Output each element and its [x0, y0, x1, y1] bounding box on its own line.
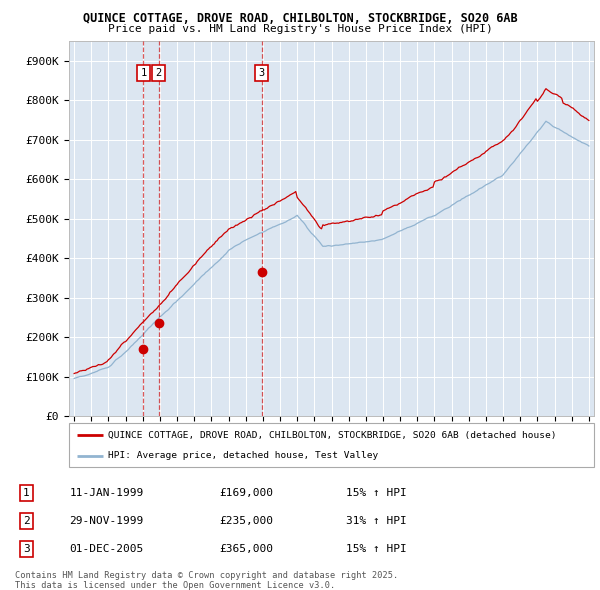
Text: 31% ↑ HPI: 31% ↑ HPI	[346, 516, 407, 526]
Text: Price paid vs. HM Land Registry's House Price Index (HPI): Price paid vs. HM Land Registry's House …	[107, 24, 493, 34]
Text: 3: 3	[259, 68, 265, 78]
Text: 3: 3	[23, 544, 30, 554]
Text: HPI: Average price, detached house, Test Valley: HPI: Average price, detached house, Test…	[109, 451, 379, 460]
Text: 1: 1	[23, 488, 30, 498]
Text: £235,000: £235,000	[220, 516, 274, 526]
Text: QUINCE COTTAGE, DROVE ROAD, CHILBOLTON, STOCKBRIDGE, SO20 6AB (detached house): QUINCE COTTAGE, DROVE ROAD, CHILBOLTON, …	[109, 431, 557, 440]
Text: £169,000: £169,000	[220, 488, 274, 498]
Text: £365,000: £365,000	[220, 544, 274, 554]
Text: QUINCE COTTAGE, DROVE ROAD, CHILBOLTON, STOCKBRIDGE, SO20 6AB: QUINCE COTTAGE, DROVE ROAD, CHILBOLTON, …	[83, 12, 517, 25]
Text: 15% ↑ HPI: 15% ↑ HPI	[346, 544, 407, 554]
Text: 01-DEC-2005: 01-DEC-2005	[70, 544, 144, 554]
Text: 29-NOV-1999: 29-NOV-1999	[70, 516, 144, 526]
FancyBboxPatch shape	[69, 423, 594, 467]
Text: 15% ↑ HPI: 15% ↑ HPI	[346, 488, 407, 498]
Text: 2: 2	[155, 68, 161, 78]
Text: 1: 1	[140, 68, 146, 78]
Text: This data is licensed under the Open Government Licence v3.0.: This data is licensed under the Open Gov…	[15, 581, 335, 589]
Text: 11-JAN-1999: 11-JAN-1999	[70, 488, 144, 498]
Text: Contains HM Land Registry data © Crown copyright and database right 2025.: Contains HM Land Registry data © Crown c…	[15, 571, 398, 580]
Text: 2: 2	[23, 516, 30, 526]
